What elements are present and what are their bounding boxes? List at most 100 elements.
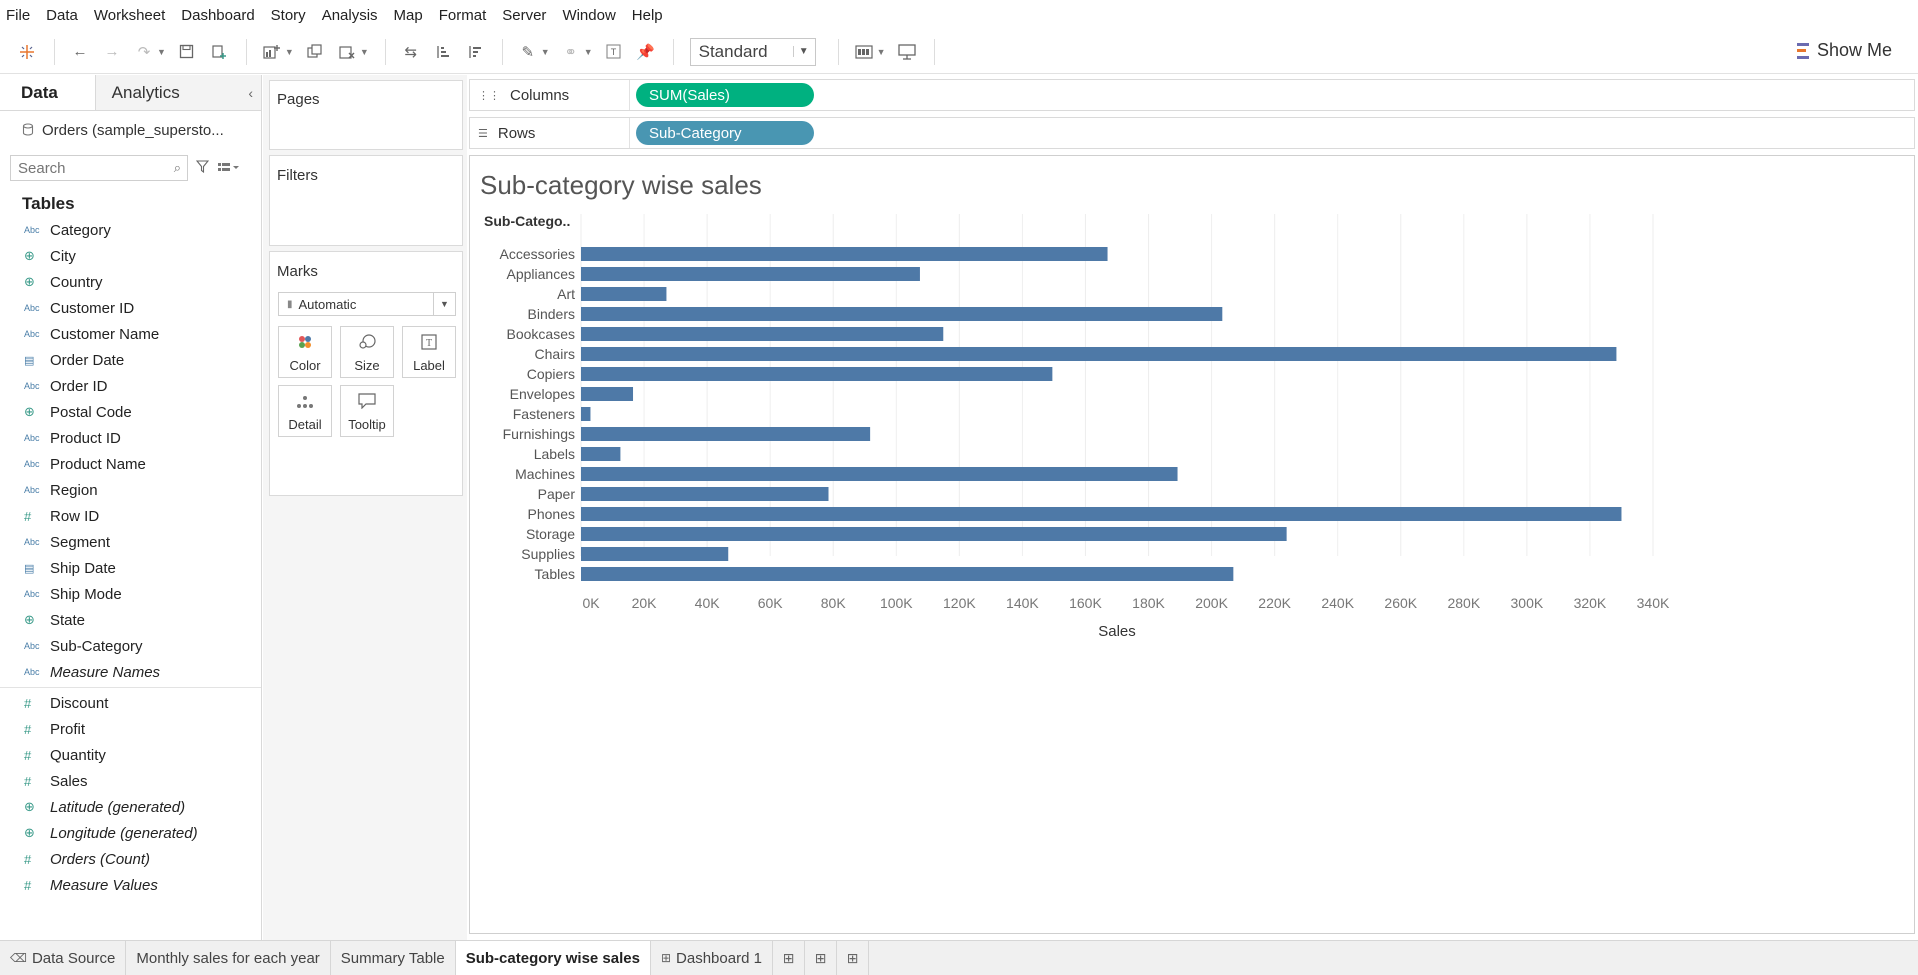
field-item[interactable]: # Row ID (0, 503, 261, 529)
bar[interactable] (581, 367, 1053, 381)
columns-shelf[interactable]: ⋮⋮ Columns SUM(Sales) (469, 79, 1915, 111)
clear-dropdown-icon[interactable]: ▼ (359, 46, 369, 57)
highlight-dropdown-icon[interactable]: ▼ (540, 46, 550, 57)
new-story-button[interactable]: ⊞ (837, 941, 869, 975)
row-header-label[interactable]: Sub-Catego.. (484, 213, 570, 229)
sheet-tab-summary-table[interactable]: Summary Table (331, 941, 456, 975)
field-item[interactable]: Abc Ship Mode (0, 581, 261, 607)
field-item[interactable]: ⊕ Latitude (generated) (0, 794, 261, 820)
field-item[interactable]: ▤ Order Date (0, 347, 261, 373)
swap-rows-columns-icon[interactable]: ⇆ (404, 43, 418, 61)
category-label[interactable]: Furnishings (503, 426, 575, 442)
category-label[interactable]: Envelopes (510, 386, 575, 402)
bar[interactable] (581, 387, 634, 401)
datasource-item[interactable]: Orders (sample_supersto... (0, 111, 261, 149)
bar[interactable] (581, 347, 1617, 361)
category-label[interactable]: Appliances (507, 266, 576, 282)
menu-worksheet[interactable]: Worksheet (93, 6, 166, 24)
field-item[interactable]: # Measure Values (0, 872, 261, 898)
redo-icon[interactable]: → (104, 43, 120, 60)
category-label[interactable]: Fasteners (513, 406, 575, 422)
filter-icon[interactable] (195, 160, 210, 176)
color-button[interactable]: Color (278, 326, 332, 378)
fit-dropdown[interactable]: Standard ▼ (689, 37, 816, 66)
category-label[interactable]: Chairs (535, 346, 575, 362)
bar[interactable] (581, 487, 829, 501)
bar[interactable] (581, 267, 920, 281)
sort-descending-icon[interactable] (462, 39, 488, 65)
bar[interactable] (581, 327, 944, 341)
group-members-icon[interactable]: ⚭ (564, 43, 577, 61)
tableau-logo-icon[interactable] (14, 39, 40, 65)
new-worksheet-dropdown-icon[interactable]: ▼ (284, 46, 294, 57)
collapse-pane-icon[interactable]: ‹ (248, 85, 253, 101)
menu-dashboard[interactable]: Dashboard (181, 6, 255, 24)
bar[interactable] (581, 427, 871, 441)
new-datasource-icon[interactable] (206, 39, 232, 65)
replay-icon[interactable]: ↷ (137, 43, 151, 61)
field-item[interactable]: Abc Product ID (0, 425, 261, 451)
show-cards-icon[interactable] (851, 39, 877, 65)
sheet-tab-monthly-sales[interactable]: Monthly sales for each year (126, 941, 331, 975)
sheet-tab-sub-category-sales[interactable]: Sub-category wise sales (455, 941, 651, 975)
category-label[interactable]: Art (557, 286, 575, 302)
save-icon[interactable] (174, 39, 200, 65)
bar[interactable] (581, 527, 1287, 541)
field-item[interactable]: ⊕ State (0, 607, 261, 633)
menu-help[interactable]: Help (631, 6, 663, 24)
group-dropdown-icon[interactable]: ▼ (583, 46, 593, 57)
tooltip-button[interactable]: Tooltip (340, 385, 394, 437)
view-options-icon[interactable] (217, 161, 239, 176)
category-label[interactable]: Supplies (521, 546, 575, 562)
menu-story[interactable]: Story (270, 6, 306, 24)
undo-icon[interactable]: ← (72, 43, 88, 60)
menu-map[interactable]: Map (393, 6, 423, 24)
tab-analytics[interactable]: Analytics (95, 75, 261, 110)
menu-window[interactable]: Window (562, 6, 616, 24)
bar[interactable] (581, 447, 621, 461)
category-label[interactable]: Phones (528, 506, 575, 522)
field-item[interactable]: ⊕ Country (0, 269, 261, 295)
bar[interactable] (581, 307, 1223, 321)
field-item[interactable]: Abc Category (0, 217, 261, 243)
highlight-icon[interactable]: ✎ (521, 43, 535, 61)
bar[interactable] (581, 567, 1234, 581)
field-item[interactable]: Abc Region (0, 477, 261, 503)
category-label[interactable]: Storage (526, 526, 575, 542)
tab-data[interactable]: Data (0, 75, 96, 110)
size-button[interactable]: Size (340, 326, 394, 378)
field-item[interactable]: Abc Customer ID (0, 295, 261, 321)
menu-data[interactable]: Data (46, 6, 78, 24)
presentation-mode-icon[interactable] (894, 39, 920, 65)
search-input[interactable] (18, 159, 158, 177)
sheet-tab-dashboard-1[interactable]: ⊞ Dashboard 1 (651, 941, 773, 975)
field-item[interactable]: ⊕ City (0, 243, 261, 269)
menu-format[interactable]: Format (438, 6, 487, 24)
new-worksheet-icon[interactable] (259, 39, 285, 65)
menu-analysis[interactable]: Analysis (321, 6, 378, 24)
bar[interactable] (581, 467, 1178, 481)
sub-category-pill[interactable]: Sub-Category (636, 121, 814, 145)
tab-data-source[interactable]: ⌫ Data Source (0, 941, 127, 975)
bar[interactable] (581, 287, 667, 301)
bar[interactable] (581, 507, 1622, 521)
field-item[interactable]: Abc Sub-Category (0, 633, 261, 659)
field-item[interactable]: ▤ Ship Date (0, 555, 261, 581)
field-item[interactable]: # Orders (Count) (0, 846, 261, 872)
field-item[interactable]: # Quantity (0, 742, 261, 768)
category-label[interactable]: Paper (538, 486, 576, 502)
detail-button[interactable]: Detail (278, 385, 332, 437)
bar[interactable] (581, 547, 729, 561)
bar[interactable] (581, 407, 591, 421)
show-me-button[interactable]: Show Me (1796, 40, 1892, 61)
menu-file[interactable]: File (6, 6, 31, 24)
sheet-title[interactable]: Sub-category wise sales (480, 170, 762, 200)
category-label[interactable]: Bookcases (507, 326, 575, 342)
category-label[interactable]: Tables (535, 566, 575, 582)
field-item[interactable]: # Discount (0, 690, 261, 716)
rows-shelf[interactable]: ☰ Rows Sub-Category (469, 117, 1915, 149)
field-item[interactable]: Abc Order ID (0, 373, 261, 399)
clear-sheet-icon[interactable] (334, 39, 360, 65)
menu-server[interactable]: Server (502, 6, 547, 24)
show-mark-labels-icon[interactable]: T (601, 39, 627, 65)
